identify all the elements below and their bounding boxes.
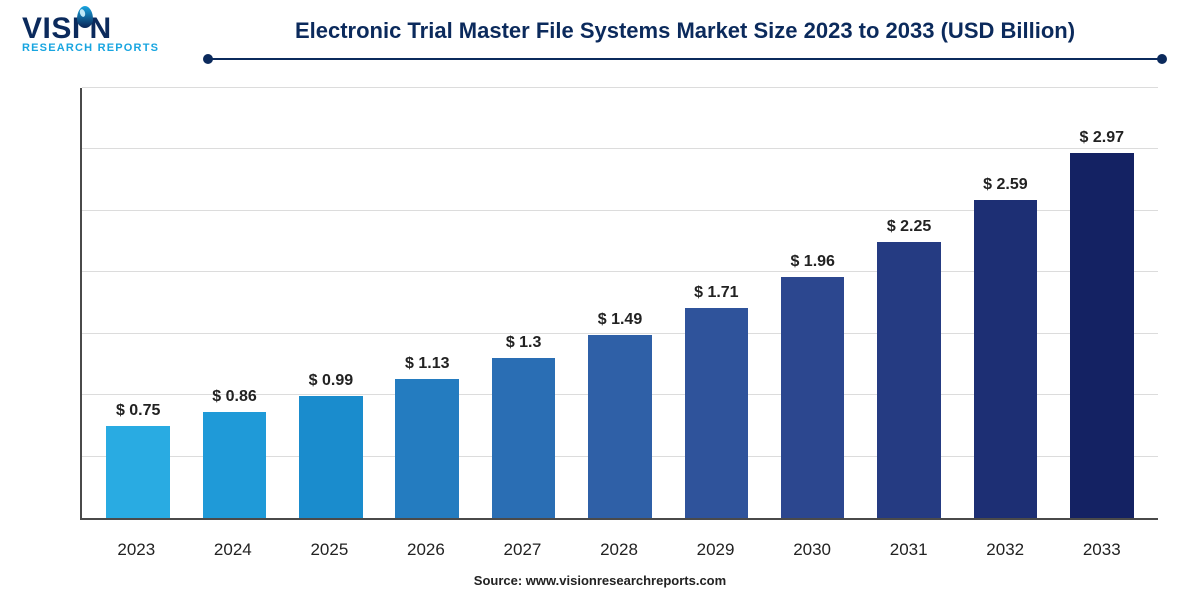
bar — [395, 379, 459, 518]
bar-column: $ 2.25 — [861, 88, 957, 518]
x-axis-labels: 2023202420252026202720282029203020312032… — [80, 528, 1158, 560]
bar-value-label: $ 2.25 — [887, 218, 931, 236]
x-axis-label: 2024 — [185, 528, 282, 560]
source-attribution: Source: www.visionresearchreports.com — [0, 573, 1200, 588]
bar-value-label: $ 0.86 — [212, 388, 256, 406]
bar-column: $ 0.86 — [186, 88, 282, 518]
bar-value-label: $ 0.75 — [116, 402, 160, 420]
x-axis-label: 2031 — [860, 528, 957, 560]
x-axis-label: 2023 — [88, 528, 185, 560]
bar — [106, 426, 170, 518]
bar-value-label: $ 0.99 — [309, 372, 353, 390]
bar-value-label: $ 1.13 — [405, 355, 449, 373]
bar-value-label: $ 1.3 — [506, 334, 542, 352]
bar-value-label: $ 2.59 — [983, 176, 1027, 194]
bar-column: $ 1.3 — [475, 88, 571, 518]
bar — [685, 308, 749, 518]
bar-column: $ 1.96 — [765, 88, 861, 518]
x-axis-label: 2025 — [281, 528, 378, 560]
logo-wordmark: VISI N — [22, 14, 172, 44]
bar — [203, 412, 267, 518]
title-divider — [208, 58, 1162, 60]
x-axis-label: 2026 — [378, 528, 475, 560]
bar — [877, 242, 941, 518]
bar — [588, 335, 652, 518]
chart-title: Electronic Trial Master File Systems Mar… — [200, 18, 1170, 44]
x-axis-label: 2029 — [667, 528, 764, 560]
bar-value-label: $ 1.49 — [598, 311, 642, 329]
x-axis-label: 2028 — [571, 528, 668, 560]
bar — [781, 277, 845, 518]
bar — [1070, 153, 1134, 518]
x-axis-label: 2032 — [957, 528, 1054, 560]
bar-column: $ 1.71 — [668, 88, 764, 518]
x-axis-label: 2027 — [474, 528, 571, 560]
bar — [492, 358, 556, 518]
bar-column: $ 0.75 — [90, 88, 186, 518]
x-axis-label: 2030 — [764, 528, 861, 560]
bar-column: $ 1.13 — [379, 88, 475, 518]
bar — [299, 396, 363, 518]
bars-container: $ 0.75 $ 0.86 $ 0.99 $ 1.13 $ 1.3 $ 1.49 $ 1.7… — [82, 88, 1158, 518]
title-block: Electronic Trial Master File Systems Mar… — [200, 18, 1170, 60]
chart-plot-area: $ 0.75 $ 0.86 $ 0.99 $ 1.13 $ 1.3 $ 1.49 $ 1.7… — [80, 88, 1158, 520]
bar — [974, 200, 1038, 518]
logo-drop-icon — [81, 14, 90, 44]
bar-value-label: $ 1.96 — [790, 253, 834, 271]
x-axis-label: 2033 — [1053, 528, 1150, 560]
bar-value-label: $ 2.97 — [1080, 129, 1124, 147]
bar-column: $ 2.97 — [1054, 88, 1150, 518]
bar-value-label: $ 1.71 — [694, 284, 738, 302]
bar-column: $ 2.59 — [957, 88, 1053, 518]
logo-subtext: RESEARCH REPORTS — [22, 42, 172, 54]
bar-column: $ 0.99 — [283, 88, 379, 518]
logo-text-pre: VISI — [22, 12, 81, 45]
brand-logo: VISI N RESEARCH REPORTS — [22, 14, 172, 54]
bar-column: $ 1.49 — [572, 88, 668, 518]
